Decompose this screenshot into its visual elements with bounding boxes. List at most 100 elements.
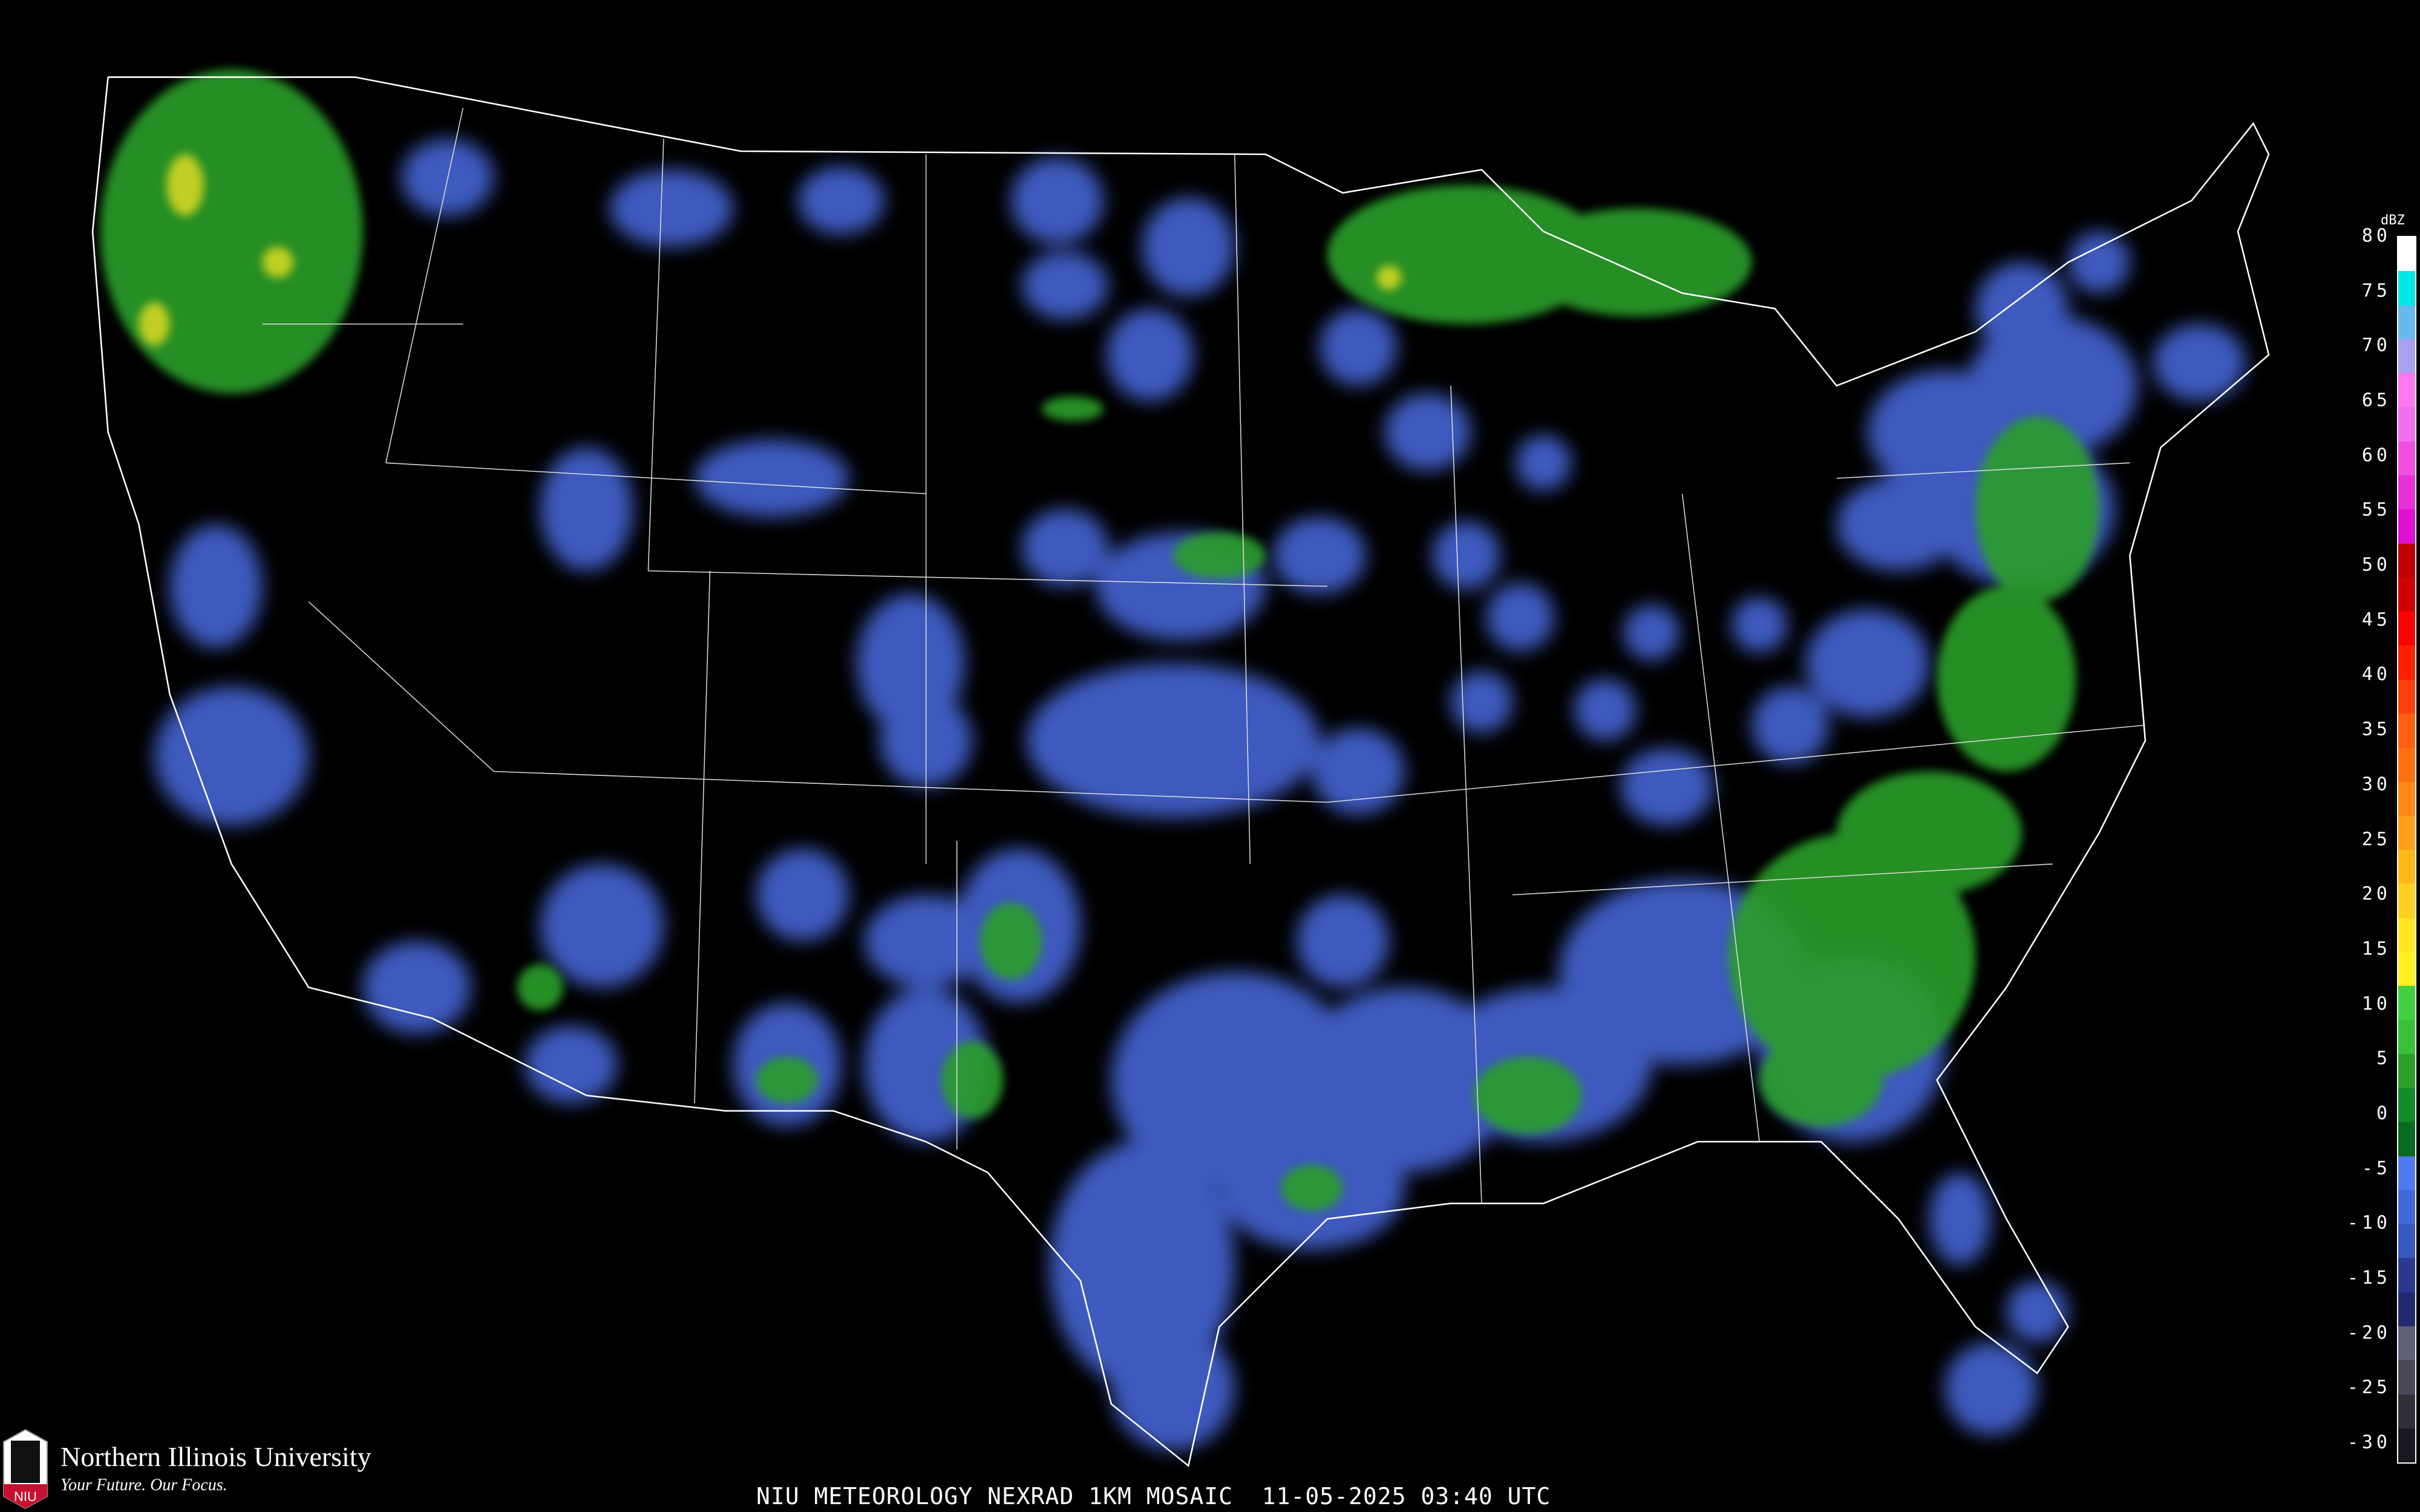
radar-echo [979,902,1042,980]
svg-text:NIU: NIU [14,1489,37,1504]
radar-echo [1975,416,2099,602]
moderate-echoes [100,69,2099,1211]
color-step [2398,781,2415,816]
color-step [2398,850,2415,884]
radar-echo [1172,532,1266,579]
radar-echo [525,1026,618,1103]
radar-echo [1296,987,1512,1173]
color-step [2398,1258,2415,1292]
legend-unit: dBZ [2381,213,2405,228]
legend-tick: 65 [2361,389,2391,411]
legend-tick: 60 [2361,445,2391,466]
radar-echo [1728,833,1976,1080]
color-step [2398,917,2415,952]
radar-echo [1041,396,1104,422]
legend-tick: 0 [2376,1103,2391,1124]
legend-tick: -10 [2347,1212,2391,1234]
color-step [2398,475,2415,510]
radar-echo [1111,1326,1235,1450]
radar-echo [1732,597,1788,653]
color-step [2398,679,2415,714]
radar-echo [1432,521,1500,590]
radar-echo [1520,208,1752,316]
color-step [2398,1088,2415,1123]
radar-echo [1281,1165,1343,1211]
color-step [2398,645,2415,680]
color-step [2398,271,2415,305]
legend-tick: 70 [2361,334,2391,356]
color-scale-bar [2397,236,2416,1464]
radar-echo [1021,251,1108,320]
color-step [2398,339,2415,374]
legend-tick: 45 [2361,609,2391,631]
radar-echo [166,154,204,217]
color-step [2398,1190,2415,1225]
legend-tick: 10 [2361,993,2391,1015]
color-step [2398,1428,2415,1463]
color-step [2398,884,2415,918]
radar-echo [1805,609,1929,718]
radar-echo [1836,478,1960,571]
radar-echo [169,524,263,648]
color-step [2398,748,2415,782]
light-echoes [154,138,2246,1450]
legend-tick: 5 [2376,1048,2391,1069]
color-step [2398,577,2415,612]
us-outline [91,76,2270,1467]
legend-tick: 80 [2361,225,2391,247]
radar-echo [1474,1057,1582,1134]
radar-echo [1623,605,1679,660]
legend-tick: 35 [2361,719,2391,740]
radar-echo [1273,516,1366,595]
radar-echo [941,1041,1004,1119]
radar-echo [1929,1172,1991,1265]
radar-echo [1759,1034,1883,1127]
radar-echo [100,69,363,394]
color-step [2398,1122,2415,1156]
radar-echo [540,447,633,571]
color-step [2398,441,2415,475]
color-step [2398,1020,2415,1054]
radar-echo [1574,679,1637,741]
radar-echo [1384,393,1471,471]
legend-tick: -30 [2347,1432,2391,1453]
radar-echo [2006,1280,2068,1343]
color-step [2398,1224,2415,1259]
radar-echo [2153,324,2246,402]
radar-echo [1486,583,1554,651]
radar-echo [609,169,733,247]
legend-tick: -15 [2347,1267,2391,1289]
university-tagline: Your Future. Our Focus. [60,1476,227,1494]
legend-tick: -5 [2361,1158,2391,1179]
radar-echo [1327,185,1606,324]
radar-echo [1937,586,2076,772]
legend-tick: -20 [2347,1322,2391,1344]
heavy-echoes [139,154,1402,346]
radar-echo [1142,197,1235,296]
legend-tick: 55 [2361,499,2391,521]
radar-echo [1049,1141,1235,1389]
university-name: Northern Illinois University [60,1441,371,1472]
radar-echo [756,1057,819,1103]
color-step [2398,1054,2415,1089]
color-step [2398,509,2415,544]
legend-tick: -25 [2347,1377,2391,1398]
color-step [2398,1360,2415,1395]
color-step [2398,1292,2415,1326]
radar-echo [1107,308,1193,402]
color-step [2398,543,2415,578]
color-step [2398,815,2415,850]
color-step [2398,373,2415,408]
radar-echo [864,894,988,988]
radar-echo [694,440,849,517]
radar-echo [1376,265,1402,290]
radar-echo [1021,509,1108,587]
radar-echo [1320,308,1397,386]
radar-echo [797,166,885,235]
radar-echo [1944,1342,2038,1435]
radar-echo [517,964,564,1011]
radar-echo [1026,663,1320,818]
radar-echo [1975,262,2068,355]
